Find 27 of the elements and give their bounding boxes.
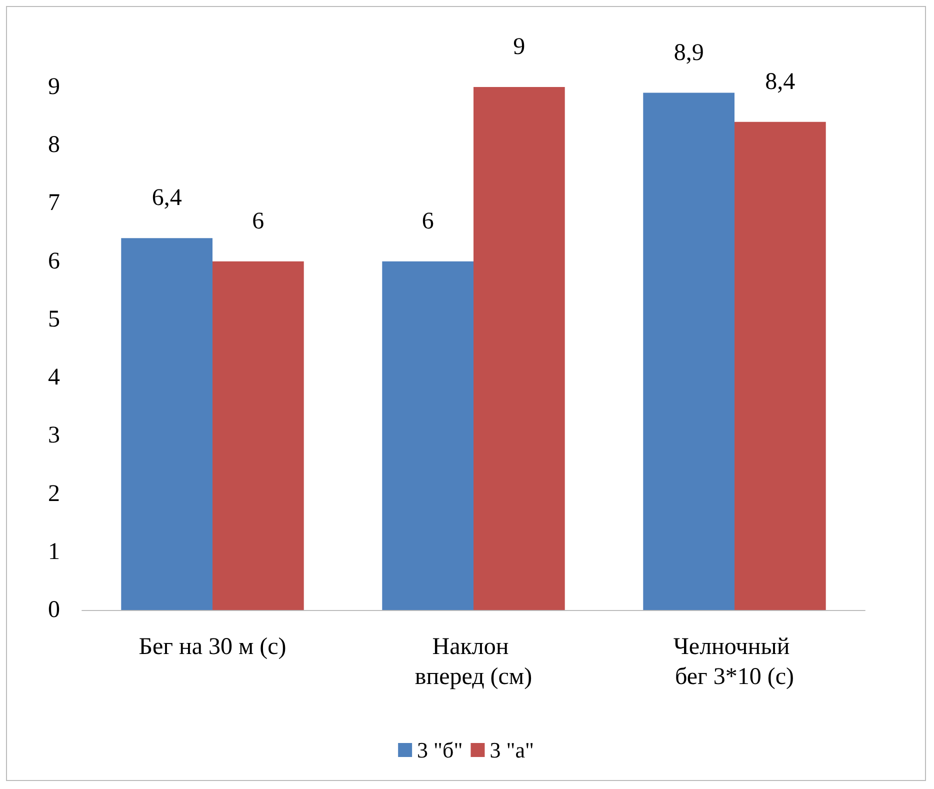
data-label: 8,9: [674, 40, 704, 66]
bar: [643, 92, 734, 610]
data-label: 6,4: [152, 185, 182, 212]
y-tick-label: 7: [48, 190, 60, 216]
y-tick-label: 5: [48, 306, 60, 332]
data-label: 6: [252, 208, 264, 234]
bar: [121, 238, 212, 610]
y-tick-label: 6: [48, 248, 60, 274]
y-tick-label: 2: [48, 480, 60, 507]
data-label: 9: [513, 34, 526, 60]
bar: [474, 87, 565, 610]
y-tick-label: 4: [48, 364, 60, 391]
y-tick-label: 8: [48, 132, 60, 158]
legend-label: 3 "а": [490, 738, 534, 762]
y-tick-label: 3: [48, 422, 60, 449]
data-label: 6: [422, 208, 434, 234]
x-tick-label: Челночный бег 3*10 (с): [673, 634, 796, 690]
x-tick-label: Наклон вперед (см): [414, 634, 532, 690]
legend-label: 3 "б": [417, 738, 463, 762]
bar: [212, 261, 304, 610]
y-tick-label: 0: [48, 597, 60, 623]
bar: [382, 261, 474, 610]
y-tick-label: 1: [48, 538, 60, 565]
x-tick-label: Бег на 30 м (с): [138, 634, 286, 660]
data-label: 8,4: [765, 68, 796, 95]
y-tick-label: 9: [48, 74, 60, 100]
bar: [734, 122, 826, 610]
